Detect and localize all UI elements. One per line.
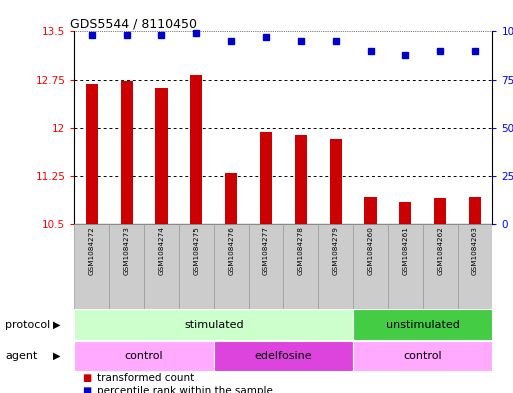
Text: unstimulated: unstimulated [386,320,460,330]
Bar [74,341,214,371]
Bar [318,224,353,309]
Bar [109,224,144,309]
Bar [364,197,377,224]
Text: ■: ■ [82,386,91,393]
Bar [353,341,492,371]
Bar [329,139,342,224]
Bar [353,224,388,309]
Bar [295,136,307,224]
Text: GSM1084277: GSM1084277 [263,226,269,275]
Bar [190,75,203,224]
Text: ▶: ▶ [53,320,61,330]
Bar [469,197,481,224]
Text: agent: agent [5,351,37,361]
Text: edelfosine: edelfosine [254,351,312,361]
Text: GSM1084262: GSM1084262 [437,226,443,275]
Bar [353,309,492,340]
Bar [283,224,318,309]
Text: GSM1084274: GSM1084274 [159,226,165,275]
Text: stimulated: stimulated [184,320,244,330]
Bar [121,81,133,224]
Text: control: control [125,351,163,361]
Text: ▶: ▶ [53,351,61,361]
Bar [179,224,214,309]
Text: GSM1084279: GSM1084279 [333,226,339,275]
Text: transformed count: transformed count [97,373,195,383]
Text: GSM1084260: GSM1084260 [367,226,373,275]
Bar [249,224,283,309]
Text: ■: ■ [82,373,91,383]
Text: GDS5544 / 8110450: GDS5544 / 8110450 [70,17,197,30]
Bar [214,341,353,371]
Bar [74,224,109,309]
Text: protocol: protocol [5,320,50,330]
Text: control: control [404,351,442,361]
Text: GSM1084261: GSM1084261 [402,226,408,275]
Bar [225,173,238,224]
Text: GSM1084276: GSM1084276 [228,226,234,275]
Bar [260,132,272,224]
Bar [434,198,446,224]
Text: GSM1084273: GSM1084273 [124,226,130,275]
Bar [399,202,411,224]
Bar [144,224,179,309]
Text: GSM1084278: GSM1084278 [298,226,304,275]
Bar [86,84,98,224]
Bar [388,224,423,309]
Text: percentile rank within the sample: percentile rank within the sample [97,386,273,393]
Bar [458,224,492,309]
Text: GSM1084275: GSM1084275 [193,226,200,275]
Bar [214,224,249,309]
Bar [155,88,168,224]
Bar [74,309,353,340]
Bar [423,224,458,309]
Text: GSM1084272: GSM1084272 [89,226,95,275]
Text: GSM1084263: GSM1084263 [472,226,478,275]
